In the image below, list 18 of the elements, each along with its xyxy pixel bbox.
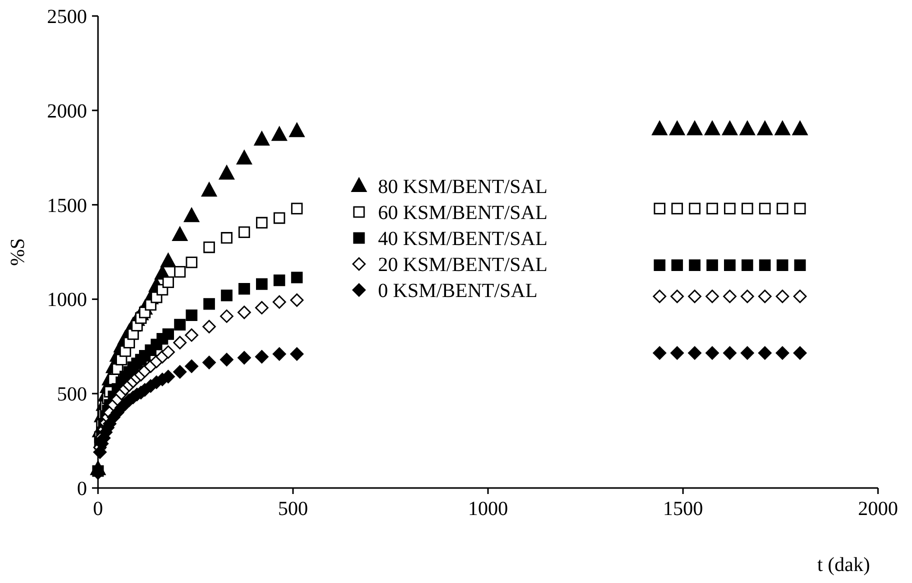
legend-label: 60 KSM/BENT/SAL: [378, 202, 548, 224]
y-tick-label: 2000: [47, 100, 87, 122]
x-tick-label: 1000: [468, 498, 508, 520]
legend-label: 80 KSM/BENT/SAL: [378, 176, 548, 198]
x-tick-label: 0: [93, 498, 103, 520]
legend-label: 40 KSM/BENT/SAL: [378, 228, 548, 250]
legend-label: 20 KSM/BENT/SAL: [378, 254, 548, 276]
x-tick-label: 2000: [858, 498, 898, 520]
y-tick-label: 0: [77, 478, 87, 500]
y-tick-label: 500: [57, 384, 87, 406]
x-tick-label: 500: [278, 498, 308, 520]
y-axis-title: %S: [7, 238, 29, 266]
legend-label: 0 KSM/BENT/SAL: [378, 280, 538, 302]
y-tick-label: 2500: [47, 6, 87, 28]
x-axis-title: t (dak): [817, 554, 870, 576]
y-tick-label: 1000: [47, 289, 87, 312]
x-tick-label: 1500: [663, 498, 703, 520]
y-tick-label: 1500: [47, 194, 87, 217]
